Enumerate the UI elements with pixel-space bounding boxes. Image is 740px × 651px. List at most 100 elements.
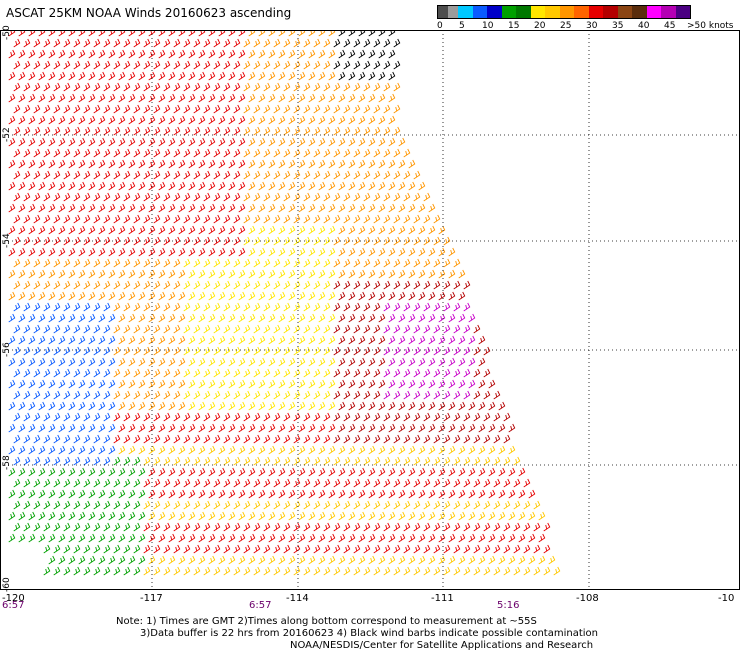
wind-barb: [218, 71, 226, 81]
legend-color-swatch: [448, 6, 458, 18]
wind-barb: [28, 49, 36, 59]
wind-barb: [83, 60, 91, 70]
wind-barb: [323, 82, 331, 92]
wind-barb: [68, 335, 76, 345]
wind-barb: [218, 511, 226, 521]
wind-barb: [348, 71, 356, 81]
wind-barb: [408, 291, 416, 301]
wind-barb: [58, 489, 66, 499]
wind-barb: [43, 390, 51, 400]
wind-barb: [173, 170, 181, 180]
wind-barb: [413, 522, 421, 532]
wind-barb: [123, 214, 131, 224]
wind-barb: [303, 368, 311, 378]
wind-barb: [88, 247, 96, 257]
wind-barb: [203, 170, 211, 180]
wind-barb: [348, 489, 356, 499]
wind-barb: [58, 423, 66, 433]
wind-barb: [283, 478, 291, 488]
wind-barb: [243, 214, 251, 224]
wind-barb: [433, 478, 441, 488]
legend-color-swatch: [530, 6, 545, 18]
wind-barb: [323, 192, 331, 202]
wind-barb: [358, 511, 366, 521]
wind-barb: [178, 225, 186, 235]
wind-barb: [353, 60, 361, 70]
wind-barb: [178, 137, 186, 147]
wind-barb: [398, 511, 406, 521]
wind-barb: [208, 335, 216, 345]
legend-color-swatch: [617, 6, 632, 18]
wind-barb: [48, 115, 56, 125]
wind-barb: [443, 390, 451, 400]
wind-barb: [33, 390, 41, 400]
wind-barb: [218, 291, 226, 301]
wind-barb: [523, 566, 531, 576]
wind-barb: [13, 170, 21, 180]
legend-tick-0: 0: [437, 21, 443, 31]
wind-barb: [533, 500, 541, 510]
wind-barb: [113, 390, 121, 400]
wind-barb: [553, 566, 561, 576]
wind-barb: [118, 379, 126, 389]
wind-barb: [88, 71, 96, 81]
wind-barb: [278, 71, 286, 81]
wind-barb: [273, 522, 281, 532]
wind-barb: [513, 566, 521, 576]
wind-barb: [203, 258, 211, 268]
wind-barb: [428, 445, 436, 455]
wind-barb: [403, 522, 411, 532]
wind-barb: [183, 214, 191, 224]
wind-barb: [398, 379, 406, 389]
wind-barb: [53, 258, 61, 268]
wind-barb: [413, 302, 421, 312]
wind-barb: [313, 82, 321, 92]
wind-barb: [73, 456, 81, 466]
wind-barb: [298, 555, 306, 565]
wind-barb: [258, 247, 266, 257]
wind-barb: [138, 137, 146, 147]
wind-barb: [123, 478, 131, 488]
wind-barb: [18, 511, 26, 521]
wind-barb: [8, 489, 16, 499]
wind-barb: [423, 236, 431, 246]
wind-barb: [318, 269, 326, 279]
wind-barb: [123, 82, 131, 92]
wind-barb: [288, 49, 296, 59]
wind-barb: [113, 346, 121, 356]
wind-barb: [378, 291, 386, 301]
wind-barb: [153, 544, 161, 554]
wind-barb: [393, 302, 401, 312]
wind-barb: [278, 93, 286, 103]
wind-barb: [198, 335, 206, 345]
wind-barb: [183, 302, 191, 312]
wind-barb: [363, 324, 371, 334]
wind-barb: [163, 456, 171, 466]
wind-barb: [383, 104, 391, 114]
wind-barb: [18, 247, 26, 257]
wind-barb: [408, 225, 416, 235]
wind-barb: [138, 445, 146, 455]
wind-barb: [238, 357, 246, 367]
wind-barb: [458, 445, 466, 455]
wind-barb: [423, 280, 431, 290]
wind-barb: [78, 71, 86, 81]
wind-barb: [273, 258, 281, 268]
wind-barb: [8, 533, 16, 543]
wind-barb: [68, 159, 76, 169]
wind-barb: [58, 555, 66, 565]
wind-barb: [288, 159, 296, 169]
wind-barb: [273, 126, 281, 136]
wind-barb: [433, 258, 441, 268]
wind-barb: [178, 247, 186, 257]
wind-barb: [303, 280, 311, 290]
wind-barb: [53, 170, 61, 180]
wind-barb: [388, 445, 396, 455]
wind-barb: [153, 324, 161, 334]
wind-barb: [23, 302, 31, 312]
wind-barb: [228, 71, 236, 81]
wind-barb: [488, 511, 496, 521]
wind-barb: [383, 280, 391, 290]
wind-barb: [288, 203, 296, 213]
wind-barb: [148, 269, 156, 279]
